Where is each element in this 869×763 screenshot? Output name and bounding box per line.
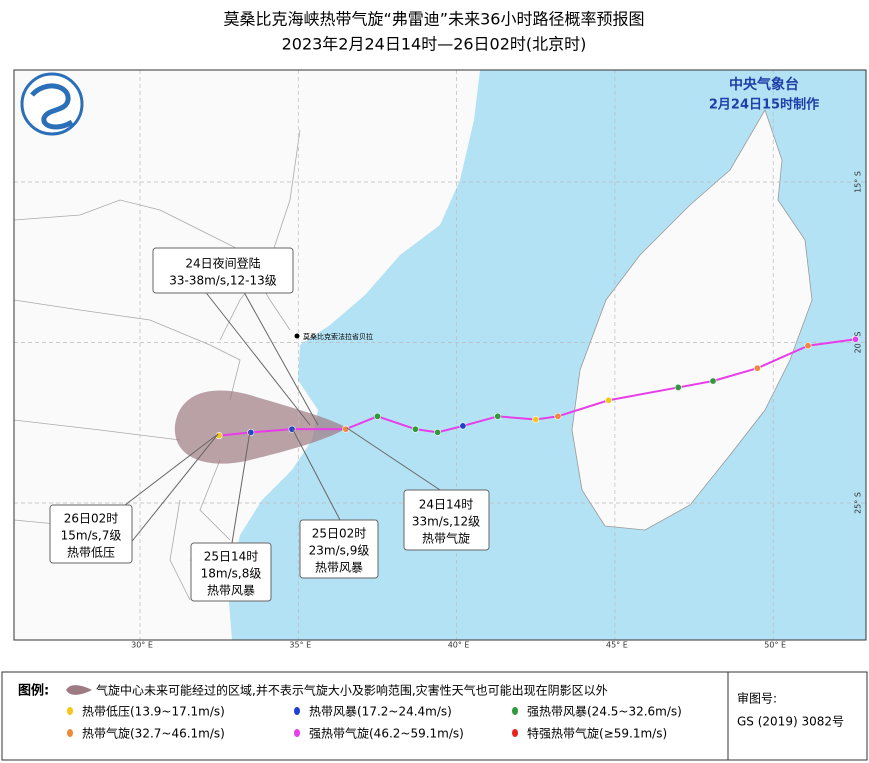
track-point xyxy=(434,428,442,436)
map-border xyxy=(13,69,867,641)
leader-line xyxy=(124,433,219,551)
annotation-box xyxy=(49,504,133,564)
lon-label: 35° E xyxy=(289,641,311,650)
issue-time: 2月24日15时制作 xyxy=(709,97,819,113)
agency: 中央气象台 xyxy=(729,76,799,93)
annotation-text: 热带风暴 xyxy=(315,561,363,575)
leader-line xyxy=(199,284,311,426)
legend-cone-text: 气旋中心未来可能经过的区域,并不表示气旋大小及影响范围,灾害性天气也可能出现在阴… xyxy=(96,683,608,698)
annotation-box xyxy=(299,519,379,579)
madagascar xyxy=(571,109,813,531)
track-point xyxy=(605,396,613,404)
map-frame: 15° S 20° S 25° S 莫桑比克索法拉省贝拉 xyxy=(13,69,867,641)
legend-label: 热带低压(13.9~17.1m/s) xyxy=(82,705,225,719)
track-point xyxy=(674,383,682,391)
legend-dot xyxy=(294,729,300,737)
leader-line xyxy=(124,433,219,506)
annotation-text: 热带风暴 xyxy=(207,584,255,598)
track-point xyxy=(532,416,540,424)
lon-label: 30° E xyxy=(131,641,153,650)
lat-label: 15° S xyxy=(854,171,863,193)
legend-dot xyxy=(67,707,73,715)
track-point xyxy=(459,422,467,430)
legend-label: 热带风暴(17.2~24.4m/s) xyxy=(309,705,452,719)
track-point xyxy=(247,428,255,436)
review-label: 审图号: xyxy=(737,691,777,706)
track-point xyxy=(709,377,717,385)
annotation-text: 25日14时 xyxy=(204,550,259,564)
annotation-text: 18m/s,8级 xyxy=(201,567,262,581)
legend-dot xyxy=(512,729,518,737)
logo xyxy=(20,72,84,136)
lon-label: 50° E xyxy=(764,641,786,650)
annotation-text: 24日夜间登陆 xyxy=(185,256,260,271)
annotation-box xyxy=(403,489,490,551)
annotation-text: 15m/s,7级 xyxy=(61,529,122,543)
lat-label: 20° S xyxy=(854,332,863,354)
annotation-box xyxy=(190,542,272,602)
track-point xyxy=(411,425,419,433)
track-point xyxy=(804,342,812,350)
annotation-box xyxy=(152,247,294,294)
annotation-text: 25日02时 xyxy=(312,527,367,541)
leader-line xyxy=(346,427,441,491)
track-point xyxy=(494,412,502,420)
legend-label: 强热带风暴(24.5~32.6m/s) xyxy=(527,705,682,719)
annotation-text: 热带气旋 xyxy=(422,531,470,546)
legend-dot xyxy=(294,707,300,715)
legend-dot xyxy=(512,707,518,715)
lat-label: 25° S xyxy=(854,492,863,514)
review-number: GS (2019) 3082号 xyxy=(737,715,844,729)
legend-frame xyxy=(1,671,868,761)
title: 莫桑比克海峡热带气旋“弗雷迪”未来36小时路径概率预报图 xyxy=(224,10,645,29)
track-point xyxy=(852,335,860,343)
subtitle: 2023年2月24日14时—26日02时(北京时) xyxy=(282,35,587,54)
lon-label: 40° E xyxy=(448,641,470,650)
lon-label: 45° E xyxy=(606,641,628,650)
track-point xyxy=(753,364,761,372)
leader-line xyxy=(231,430,251,544)
annotation-text: 热带低压 xyxy=(67,546,115,560)
annotation-text: 26日02时 xyxy=(64,512,119,526)
legend-dot xyxy=(67,729,73,737)
legend-title: 图例: xyxy=(18,683,49,699)
legend-label: 强热带气旋(46.2~59.1m/s) xyxy=(309,726,464,741)
annotation-text: 23m/s,9级 xyxy=(309,544,370,558)
legend: 图例: 气旋中心未来可能经过的区域,并不表示气旋大小及影响范围,灾害性天气也可能… xyxy=(1,671,868,761)
city-dot xyxy=(294,333,300,339)
track-point xyxy=(373,412,381,420)
annotation-text: 33-38m/s,12-13级 xyxy=(169,274,277,288)
leader-line xyxy=(291,427,341,521)
track-point xyxy=(554,412,562,420)
legend-label: 特强热带气旋(≥59.1m/s) xyxy=(527,726,667,741)
annotations: 24日夜间登陆 33-38m/s,12-13级 24日14时 33m/s,12级热带气… xyxy=(49,247,490,602)
annotation-text: 24日14时 xyxy=(419,498,474,512)
leader-line xyxy=(239,284,319,426)
city-label: 莫桑比克索法拉省贝拉 xyxy=(303,332,373,341)
legend-cone xyxy=(66,685,92,695)
legend-label: 热带气旋(32.7~46.1m/s) xyxy=(82,726,225,741)
probability-cone xyxy=(174,390,347,464)
annotation-text: 33m/s,12级 xyxy=(412,515,480,529)
